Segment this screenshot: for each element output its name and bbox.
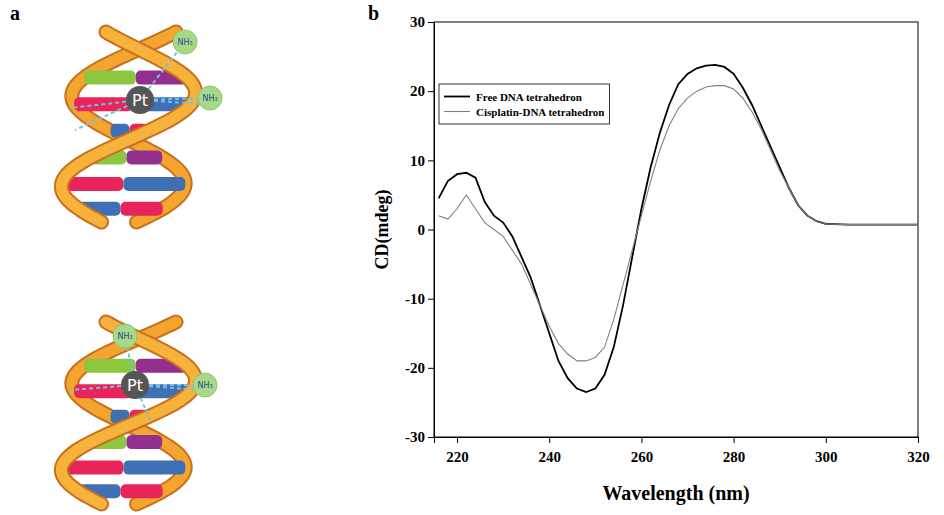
- chart: 220 240 260 280 300 320 -30 -20 -10 0 10 20 30 Wavele…: [372, 14, 930, 505]
- tick: 20: [410, 83, 434, 99]
- ligand-circle: [173, 30, 197, 54]
- tick: 260: [631, 437, 654, 465]
- metal-circle: [126, 86, 154, 114]
- y-axis: -30 -20 -10 0 10 20 30: [405, 14, 435, 445]
- plot-lines: [439, 65, 918, 392]
- tick-mark: [457, 437, 458, 443]
- tick: -30: [405, 429, 434, 445]
- ligand-label: NH₃: [197, 381, 212, 390]
- legend-label: Cisplatin-DNA tetrahedron: [476, 106, 604, 118]
- base-half: [84, 359, 136, 373]
- series-line: [439, 65, 918, 392]
- series-line: [439, 86, 918, 361]
- tick: 0: [418, 222, 435, 238]
- legend-item: Cisplatin-DNA tetrahedron: [444, 106, 604, 118]
- tick: 220: [446, 437, 469, 465]
- tick: 30: [410, 14, 434, 30]
- tick-label: -20: [405, 360, 425, 376]
- tick: 240: [538, 437, 561, 465]
- tick-label: 10: [410, 153, 425, 169]
- tick: 10: [410, 153, 434, 169]
- tick-label: 320: [907, 449, 930, 465]
- dna-complex: NH₃ NH₃ Pt: [61, 322, 217, 504]
- tick-mark: [826, 437, 827, 443]
- ligand-circle: [198, 86, 222, 110]
- tick-mark: [428, 230, 434, 231]
- ligand-circle: [113, 324, 137, 348]
- base-half: [123, 177, 185, 191]
- x-axis-title: Wavelength (nm): [602, 482, 749, 505]
- tick-mark: [918, 437, 919, 443]
- tick: -10: [405, 291, 434, 307]
- base-half: [126, 435, 162, 449]
- metal-label: Pt: [132, 91, 148, 110]
- ligand-circle: [193, 373, 217, 397]
- tick-label: -10: [405, 291, 425, 307]
- tick-mark: [428, 160, 434, 161]
- x-axis: 220 240 260 280 300 320: [435, 437, 930, 465]
- ligand-label: NH₃: [117, 332, 132, 341]
- legend-label: Free DNA tetrahedron: [476, 91, 582, 103]
- dna-strand-front: [61, 32, 195, 222]
- legend-box: [439, 84, 609, 124]
- tick-mark: [641, 437, 642, 443]
- base-half: [121, 484, 163, 498]
- ligand-label: NH₃: [202, 94, 217, 103]
- tick-mark: [428, 22, 434, 23]
- base-half: [126, 150, 162, 164]
- base-half: [121, 202, 163, 216]
- tick-label: 240: [538, 449, 561, 465]
- metal-circle: [121, 371, 149, 399]
- panel-letter: b: [368, 2, 379, 24]
- dna-complex: NH₃ NH₃ Pt: [61, 30, 222, 222]
- legend-swatch: [444, 111, 470, 112]
- axis-line: [435, 438, 919, 444]
- tick: 300: [815, 437, 838, 465]
- tick-label: 30: [410, 14, 425, 30]
- panel-letter: a: [10, 2, 20, 24]
- dna-strand-front-fill: [61, 322, 195, 504]
- tick-label: 300: [815, 449, 838, 465]
- tick-label: 20: [410, 83, 425, 99]
- tick-label: 260: [631, 449, 654, 465]
- axis-line: [428, 23, 435, 438]
- tick-mark: [428, 437, 434, 438]
- dna-strand-front-fill: [61, 32, 195, 222]
- dna-strand-front: [61, 322, 195, 504]
- legend: Free DNA tetrahedron Cisplatin-DNA tetrah…: [439, 84, 609, 124]
- metal-label: Pt: [127, 376, 143, 395]
- tick-label: -30: [405, 429, 425, 445]
- tick: 320: [907, 437, 930, 465]
- tick-mark: [428, 368, 434, 369]
- y-axis-title: CD(mdeg): [372, 190, 393, 270]
- tick: 280: [723, 437, 746, 465]
- tick-label: 220: [446, 449, 469, 465]
- ligand-label: NH₃: [177, 38, 192, 47]
- base-half: [84, 71, 136, 85]
- legend-item: Free DNA tetrahedron: [444, 91, 582, 103]
- tick-label: 0: [418, 222, 426, 238]
- legend-swatch: [444, 96, 470, 98]
- tick: -20: [405, 360, 434, 376]
- tick-mark: [428, 91, 434, 92]
- tick-mark: [428, 299, 434, 300]
- base-half: [123, 461, 185, 475]
- plot-frame: [434, 22, 918, 437]
- tick-label: 280: [723, 449, 746, 465]
- tick-mark: [734, 437, 735, 443]
- tick-mark: [549, 437, 550, 443]
